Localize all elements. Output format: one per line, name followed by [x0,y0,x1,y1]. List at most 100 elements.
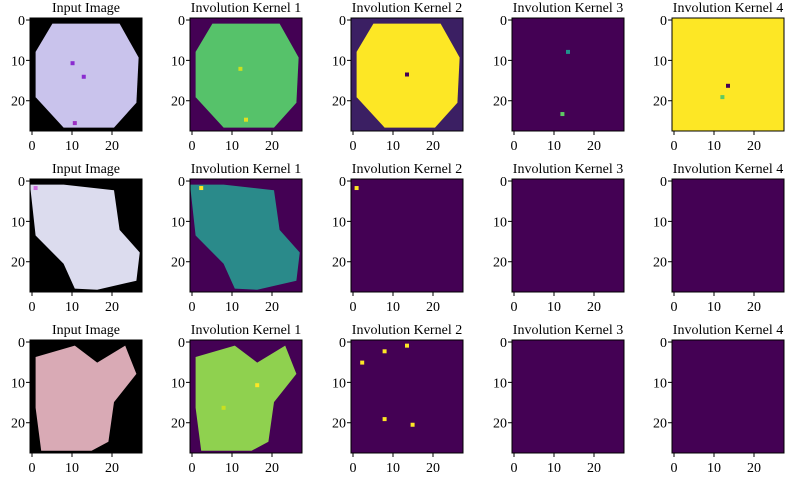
image-background [351,179,463,292]
y-tick-label: 20 [11,256,25,271]
x-tick-label: 10 [547,300,561,315]
y-tick-label: 10 [653,215,667,230]
y-tick-label: 0 [178,336,185,351]
x-tick-label: 20 [265,139,279,154]
y-tick-label: 0 [178,14,185,29]
x-tick-label: 0 [29,139,36,154]
x-tick-label: 10 [386,461,400,476]
image-pixel [244,118,248,122]
image-pixel [720,95,724,99]
y-tick-label: 0 [18,175,25,190]
image-background [672,179,784,292]
x-tick-label: 10 [225,461,239,476]
image-pixel [255,383,259,387]
x-tick-label: 0 [350,461,357,476]
x-tick-label: 0 [511,461,518,476]
y-tick-label: 20 [493,95,507,110]
x-tick-label: 0 [671,300,678,315]
image-pixel [566,50,570,54]
subplot-title: Involution Kernel 4 [673,1,783,16]
x-tick-label: 20 [747,139,761,154]
x-tick-label: 0 [189,461,196,476]
x-tick-label: 20 [747,461,761,476]
subplot-title: Involution Kernel 3 [513,1,623,16]
y-tick-label: 10 [332,54,346,69]
image-pixel [355,186,359,190]
subplot-title: Input Image [52,1,120,16]
x-tick-label: 20 [265,461,279,476]
subplot-title: Involution Kernel 1 [191,1,301,16]
y-tick-label: 0 [660,336,667,351]
image-pixel [383,417,387,421]
x-tick-label: 20 [587,461,601,476]
subplot: Involution Kernel 40102001020 [653,1,784,154]
x-tick-label: 0 [350,300,357,315]
subplot-title: Involution Kernel 3 [513,162,623,177]
y-tick-label: 10 [493,215,507,230]
image-pixel [360,361,364,365]
x-tick-label: 20 [426,300,440,315]
x-tick-label: 20 [105,139,119,154]
x-tick-label: 10 [225,300,239,315]
y-tick-label: 0 [339,14,346,29]
x-tick-label: 10 [65,461,79,476]
x-tick-label: 0 [189,300,196,315]
image-pixel [726,84,730,88]
subplot: Input Image 0 10 20 0 10 20 [11,162,142,315]
x-tick-label: 10 [386,300,400,315]
subplot: Involution Kernel 40102001020 [653,323,784,476]
image-background [672,340,784,453]
y-tick-label: 10 [11,215,25,230]
x-tick-label: 20 [105,300,119,315]
image-pixel [34,186,38,190]
x-tick-label: 20 [747,300,761,315]
image-pixel [405,73,409,77]
x-tick-label: 20 [587,300,601,315]
subplot-title: Involution Kernel 2 [352,162,462,177]
y-tick-label: 10 [493,376,507,391]
image-pixel [411,423,415,427]
x-tick-label: 20 [265,300,279,315]
image-pixel [199,186,203,190]
image-pixel [405,344,409,348]
subplot-title: Involution Kernel 3 [513,323,623,338]
y-tick-label: 10 [171,376,185,391]
y-tick-label: 0 [18,14,25,29]
figure: Input Image 0 10 20 0 10 20 Involution Kernel 1… [0,0,792,488]
y-tick-label: 0 [178,175,185,190]
y-tick-label: 10 [11,376,25,391]
x-tick-label: 0 [350,139,357,154]
image-pixel [73,121,77,125]
subplot-title: Involution Kernel 2 [352,323,462,338]
y-tick-label: 20 [653,256,667,271]
x-tick-label: 10 [65,300,79,315]
y-tick-label: 0 [339,336,346,351]
y-tick-label: 20 [493,417,507,432]
image-pixel [238,67,242,71]
y-tick-label: 0 [500,336,507,351]
y-tick-label: 20 [653,417,667,432]
subplot-title: Involution Kernel 1 [191,162,301,177]
y-tick-label: 20 [171,95,185,110]
x-tick-label: 20 [105,461,119,476]
subplot-title: Involution Kernel 4 [673,162,783,177]
y-tick-label: 20 [11,417,25,432]
y-tick-label: 20 [332,95,346,110]
image-background [351,340,463,453]
x-tick-label: 20 [426,461,440,476]
image-region [196,24,299,128]
subplot-title: Input Image [52,162,120,177]
x-tick-label: 0 [189,139,196,154]
subplot-title: Involution Kernel 4 [673,323,783,338]
x-tick-label: 10 [225,139,239,154]
y-tick-label: 20 [332,417,346,432]
y-tick-label: 10 [171,215,185,230]
x-tick-label: 0 [29,300,36,315]
y-tick-label: 0 [660,175,667,190]
